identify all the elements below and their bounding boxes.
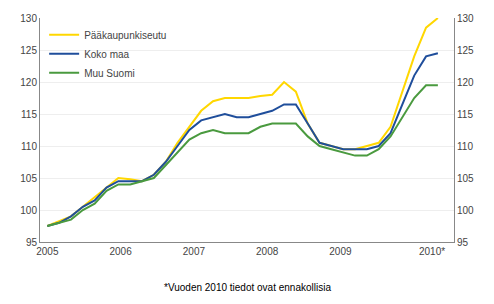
svg-text:2010*: 2010*: [419, 246, 445, 257]
svg-text:130: 130: [20, 13, 37, 24]
svg-text:2008: 2008: [256, 246, 279, 257]
svg-text:Muu Suomi: Muu Suomi: [84, 68, 135, 79]
svg-text:125: 125: [20, 45, 37, 56]
svg-text:95: 95: [26, 237, 38, 248]
svg-text:110: 110: [21, 141, 37, 152]
svg-text:115: 115: [21, 109, 37, 120]
svg-text:100: 100: [20, 205, 37, 216]
svg-text:110: 110: [457, 141, 473, 152]
svg-text:95: 95: [457, 237, 469, 248]
svg-text:120: 120: [20, 77, 37, 88]
svg-text:115: 115: [457, 109, 473, 120]
svg-text:Pääkaupunkiseutu: Pääkaupunkiseutu: [84, 30, 166, 41]
svg-text:125: 125: [457, 45, 474, 56]
svg-text:100: 100: [457, 205, 474, 216]
svg-text:2005: 2005: [36, 246, 59, 257]
svg-text:2009: 2009: [329, 246, 352, 257]
svg-text:2007: 2007: [183, 246, 206, 257]
svg-text:120: 120: [457, 77, 474, 88]
svg-text:105: 105: [457, 173, 474, 184]
svg-text:130: 130: [457, 13, 474, 24]
svg-text:105: 105: [20, 173, 37, 184]
svg-text:2006: 2006: [109, 246, 132, 257]
svg-text:*Vuoden 2010 tiedot ovat ennak: *Vuoden 2010 tiedot ovat ennakollisia: [164, 282, 331, 293]
svg-text:Koko maa: Koko maa: [84, 49, 129, 60]
